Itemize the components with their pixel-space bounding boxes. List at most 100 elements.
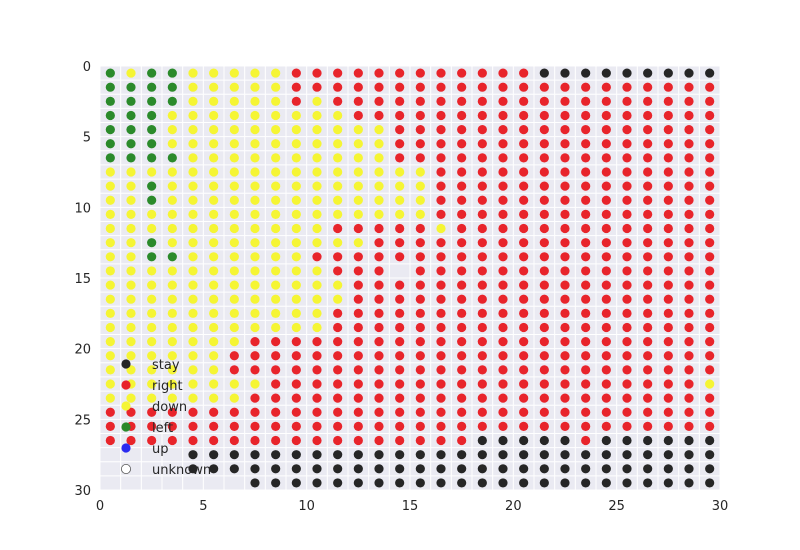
point-right [622, 322, 632, 333]
point-right [643, 322, 653, 333]
point-left [147, 68, 157, 78]
point-right [395, 337, 405, 347]
point-right [663, 365, 673, 375]
point-right [498, 125, 508, 135]
point-right [684, 407, 694, 417]
point-right [705, 209, 715, 219]
point-down [271, 252, 281, 262]
point-right [395, 351, 405, 361]
point-right [622, 252, 632, 262]
point-down [353, 181, 363, 191]
point-right [601, 96, 611, 106]
point-right [291, 351, 301, 361]
point-stay [457, 464, 467, 474]
point-right [705, 280, 715, 290]
point-right [622, 167, 632, 177]
point-stay [498, 435, 508, 446]
point-right [436, 167, 446, 177]
point-stay [663, 478, 673, 488]
point-down [312, 322, 322, 333]
point-right [374, 223, 384, 234]
point-right [415, 280, 425, 290]
point-right [415, 421, 425, 431]
point-right [415, 365, 425, 375]
point-stay [519, 464, 529, 474]
point-left [147, 181, 157, 191]
point-down [374, 195, 384, 205]
point-right [477, 68, 487, 78]
point-right [498, 365, 508, 375]
point-left [105, 68, 115, 78]
point-right [643, 337, 653, 347]
point-down [188, 110, 198, 121]
point-right [560, 110, 570, 121]
point-right [436, 266, 446, 276]
point-down [188, 294, 198, 304]
point-right [560, 82, 570, 92]
point-down [105, 209, 115, 219]
point-right [353, 407, 363, 417]
point-down [167, 209, 177, 219]
point-down [250, 167, 260, 177]
point-stay [643, 478, 653, 488]
point-down [209, 68, 219, 78]
point-down [312, 209, 322, 219]
point-right [539, 266, 549, 276]
point-right [581, 238, 591, 248]
point-right [519, 125, 529, 135]
point-right [663, 195, 673, 205]
point-stay [353, 450, 363, 460]
point-stay [188, 464, 198, 474]
x-axis-ticks: 0 5 10 15 20 25 30 [96, 499, 728, 514]
point-down [229, 139, 239, 149]
point-right [560, 379, 570, 389]
point-right [663, 209, 673, 219]
point-down [291, 308, 301, 318]
point-down [209, 209, 219, 219]
point-down [188, 322, 198, 333]
point-right [560, 167, 570, 177]
point-right [477, 82, 487, 92]
point-down [333, 153, 343, 163]
point-down [312, 181, 322, 191]
point-right [395, 96, 405, 106]
point-right [436, 351, 446, 361]
point-stay [374, 464, 384, 474]
point-stay [395, 450, 405, 460]
point-right [395, 435, 405, 446]
point-down [209, 238, 219, 248]
point-stay [498, 450, 508, 460]
point-down [147, 280, 157, 290]
point-down [167, 167, 177, 177]
point-down [271, 181, 281, 191]
point-down [126, 337, 136, 347]
point-right [291, 68, 301, 78]
point-right [436, 68, 446, 78]
point-right [581, 379, 591, 389]
point-right [519, 209, 529, 219]
point-right [415, 322, 425, 333]
point-down [167, 308, 177, 318]
point-right [312, 337, 322, 347]
point-down [209, 294, 219, 304]
point-right [498, 238, 508, 248]
point-down [209, 280, 219, 290]
point-down [229, 223, 239, 234]
point-right [229, 435, 239, 446]
point-right [477, 167, 487, 177]
point-down [312, 153, 322, 163]
point-right [663, 167, 673, 177]
point-down [229, 266, 239, 276]
point-right [643, 365, 653, 375]
point-right [498, 153, 508, 163]
point-left [167, 82, 177, 92]
point-right [498, 308, 508, 318]
point-right [395, 421, 405, 431]
point-right [684, 167, 694, 177]
point-right [498, 139, 508, 149]
point-right [457, 294, 467, 304]
point-right [353, 365, 363, 375]
x-tick-label: 5 [199, 499, 207, 514]
point-right [353, 266, 363, 276]
point-left [147, 82, 157, 92]
